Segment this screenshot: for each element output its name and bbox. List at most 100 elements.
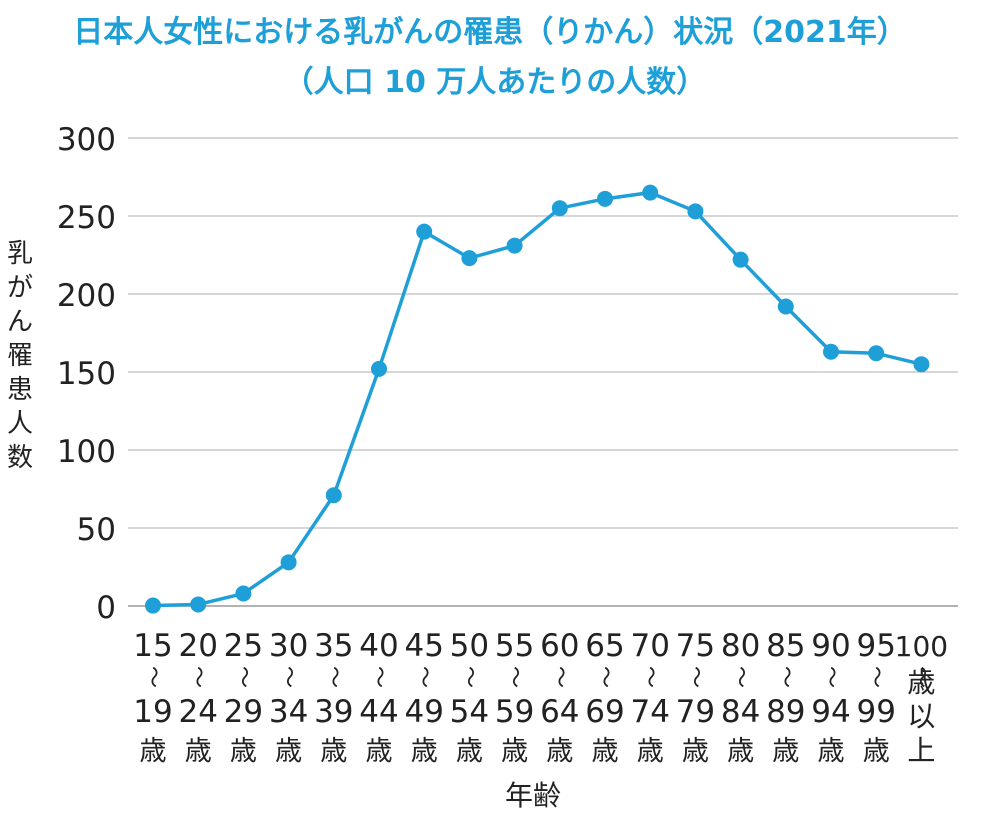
- x-tick-65: 65〜 69 歳: [585, 628, 624, 767]
- x-tick-from-label: 75: [676, 628, 715, 664]
- x-tick-to-label: 94: [811, 694, 850, 730]
- x-tick-range-mark: 〜: [682, 666, 707, 688]
- x-tick-unit-label: 歳: [230, 736, 257, 767]
- x-tick-from-label: 95: [856, 628, 895, 664]
- x-tick-85: 85〜 89 歳: [766, 628, 805, 767]
- x-tick-range-mark: 〜: [863, 666, 888, 688]
- chart-subtitle: （人口 10 万人あたりの人数）: [284, 65, 707, 100]
- y-tick-label-250: 250: [57, 200, 116, 236]
- x-tick-range-mark: 〜: [185, 666, 210, 688]
- x-tick-from-label: 25: [224, 628, 263, 664]
- x-tick-70: 70〜 74 歳: [630, 628, 669, 767]
- x-tick-from-label: 50: [450, 628, 489, 664]
- x-tick-range-mark: 〜: [456, 666, 481, 688]
- data-point-30: [280, 554, 297, 571]
- y-axis-label-char: 人: [7, 409, 33, 439]
- data-point-50: [461, 250, 478, 267]
- series-line: [152, 190, 922, 608]
- x-axis-ticks: 15〜19歳20〜24歳25〜29歳30〜34歳35〜39歳40〜44歳45〜4…: [133, 628, 948, 767]
- x-tick-to-label: 34: [269, 694, 308, 730]
- series-female: [145, 184, 930, 614]
- y-tick-label-100: 100: [57, 434, 116, 470]
- x-tick-from-label: 15: [133, 628, 172, 664]
- x-tick-unit-label: 歳: [185, 736, 212, 767]
- x-tick-range-mark: 〜: [818, 666, 843, 688]
- data-point-65: [597, 190, 613, 207]
- data-point-90: [823, 343, 839, 360]
- x-tick-95: 95〜 99 歳: [856, 628, 895, 767]
- x-tick-100: 100 〜歳以上: [895, 630, 948, 767]
- y-axis-label-char: 罹: [7, 341, 33, 371]
- x-tick-range-mark: 〜: [366, 666, 391, 688]
- x-tick-from-label: 60: [540, 628, 579, 664]
- y-axis-label-char: 患: [7, 375, 33, 405]
- x-tick-25: 25〜 29 歳: [224, 628, 263, 767]
- x-tick-to-label-char: 上: [907, 734, 935, 767]
- x-tick-from-label: 45: [404, 628, 443, 664]
- y-tick-label-300: 300: [57, 122, 116, 158]
- x-tick-to-label-char: 以: [907, 700, 935, 733]
- x-tick-unit-label: 歳: [366, 736, 393, 767]
- x-tick-range-mark: 〜: [411, 666, 436, 688]
- x-tick-to-label: 19: [133, 694, 172, 730]
- x-tick-unit-label: 歳: [320, 736, 347, 767]
- x-tick-unit-label: 歳: [818, 736, 845, 767]
- x-tick-to-label: 44: [359, 694, 398, 730]
- x-tick-from-label: 90: [811, 628, 850, 664]
- x-tick-unit-label: 歳: [546, 736, 573, 767]
- x-tick-unit-label: 歳: [456, 736, 483, 767]
- data-point-20: [190, 596, 207, 613]
- data-point-70: [642, 184, 659, 201]
- x-tick-to-label: 49: [404, 694, 443, 730]
- data-point-40: [371, 360, 387, 377]
- x-tick-range-mark: 〜: [592, 666, 617, 688]
- chart-title: 日本人女性における乳がんの罹患（りかん）状況（2021年）: [73, 15, 907, 50]
- x-tick-range-mark: 〜: [637, 666, 662, 688]
- x-tick-range-mark: 〜: [728, 666, 753, 688]
- x-tick-from-label: 85: [766, 628, 805, 664]
- y-tick-label-200: 200: [57, 278, 116, 314]
- x-tick-75: 75〜 79 歳: [676, 628, 715, 767]
- y-axis-label-char: ん: [7, 307, 33, 337]
- x-tick-55: 55〜 59 歳: [495, 628, 534, 767]
- y-tick-label-50: 50: [77, 512, 116, 548]
- y-tick-label-0: 0: [96, 590, 116, 626]
- x-tick-from-label: 55: [495, 628, 534, 664]
- data-point-85: [777, 298, 794, 315]
- x-tick-unit-label: 歳: [682, 736, 709, 767]
- x-tick-from-label: 30: [269, 628, 308, 664]
- data-point-100: [913, 356, 930, 373]
- x-tick-to-label: 69: [585, 694, 624, 730]
- x-tick-to-label: 64: [540, 694, 579, 730]
- data-point-45: [416, 223, 433, 240]
- x-tick-to-label: 39: [314, 694, 353, 730]
- y-axis-label-char: 乳: [7, 239, 33, 269]
- x-tick-from-label: 80: [721, 628, 760, 664]
- x-tick-from-label: 70: [630, 628, 669, 664]
- x-tick-to-label: 89: [766, 694, 805, 730]
- x-tick-unit-label: 歳: [501, 736, 528, 767]
- x-tick-to-label: 99: [856, 694, 895, 730]
- x-tick-20: 20〜 24 歳: [178, 628, 217, 767]
- data-point-95: [868, 345, 885, 362]
- x-tick-range-mark: 〜: [908, 666, 933, 688]
- x-tick-to-label: 84: [721, 694, 760, 730]
- x-tick-35: 35〜 39 歳: [314, 628, 353, 767]
- x-tick-50: 50〜 54 歳: [450, 628, 489, 767]
- x-tick-unit-label: 歳: [140, 736, 167, 767]
- x-tick-unit-label: 歳: [727, 736, 754, 767]
- y-axis-label-char: 数: [7, 443, 33, 473]
- x-tick-from-label: 35: [314, 628, 353, 664]
- x-tick-from-label: 100: [895, 630, 948, 663]
- data-point-75: [687, 203, 704, 220]
- data-point-35: [325, 487, 342, 504]
- x-tick-range-mark: 〜: [140, 666, 165, 688]
- x-tick-from-label: 40: [359, 628, 398, 664]
- x-tick-unit-label: 歳: [411, 736, 438, 767]
- x-tick-90: 90〜 94 歳: [811, 628, 850, 767]
- x-tick-15: 15〜 19 歳: [133, 628, 172, 767]
- x-tick-45: 45〜 49 歳: [404, 628, 443, 767]
- x-tick-unit-label: 歳: [772, 736, 799, 767]
- x-tick-to-label: 24: [178, 694, 217, 730]
- x-tick-to-label-char: 歳: [907, 666, 935, 699]
